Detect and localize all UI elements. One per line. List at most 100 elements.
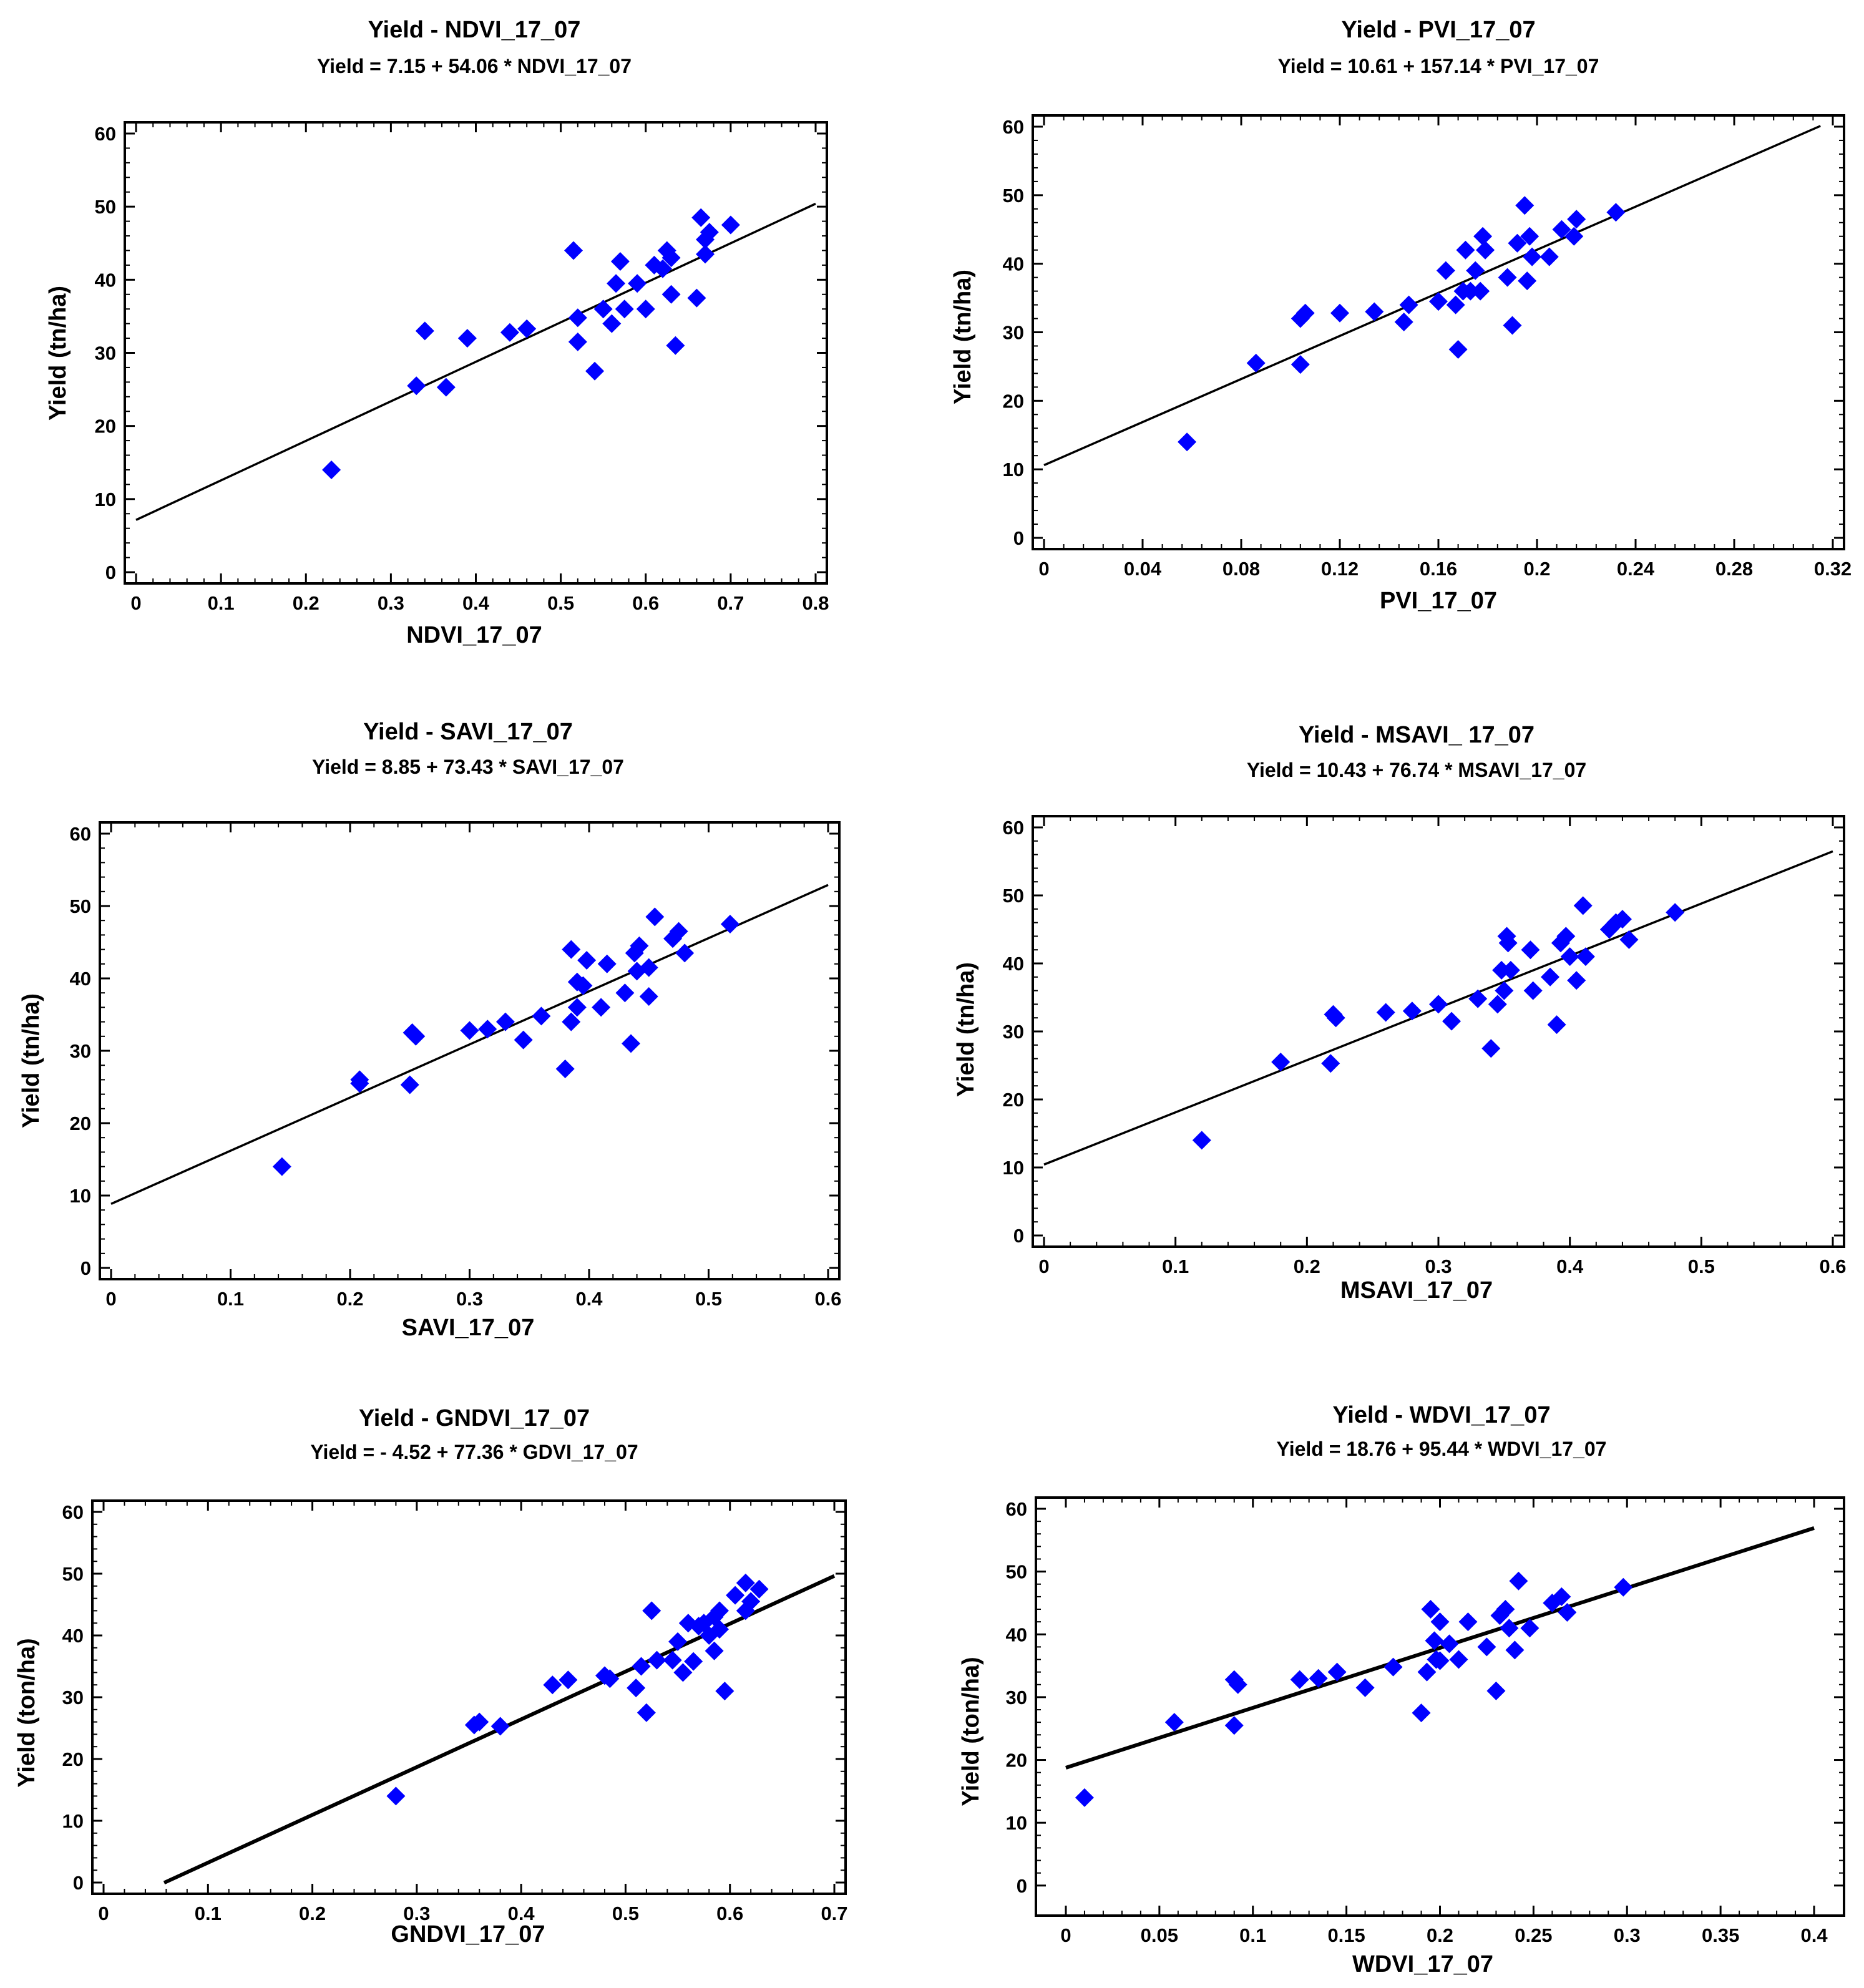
data-point <box>1290 1670 1309 1689</box>
data-point <box>592 998 611 1017</box>
y-tick-label: 10 <box>1003 1157 1024 1179</box>
data-point <box>645 907 665 927</box>
data-point <box>559 1670 578 1690</box>
data-point <box>1558 1603 1577 1622</box>
data-point <box>720 915 739 933</box>
y-axis-label: Yield (tn/ha) <box>950 270 976 404</box>
x-tick-label: 0.2 <box>336 1288 363 1310</box>
data-point <box>1321 1054 1340 1073</box>
y-tick-label: 60 <box>95 123 116 145</box>
data-point <box>1466 261 1485 280</box>
data-point <box>1430 1612 1450 1632</box>
y-tick-label: 30 <box>62 1687 84 1708</box>
data-point <box>532 1006 551 1026</box>
data-point <box>632 1657 651 1676</box>
data-point <box>1567 210 1586 229</box>
y-tick-label: 20 <box>1006 1750 1027 1771</box>
data-point <box>1614 1577 1633 1597</box>
x-tick-label: 0.3 <box>456 1288 483 1310</box>
data-point <box>500 323 519 342</box>
data-point <box>1523 247 1542 266</box>
y-tick-label: 30 <box>70 1040 91 1062</box>
x-tick-label: 0.2 <box>1523 558 1550 580</box>
x-tick-label: 0.3 <box>403 1903 430 1924</box>
x-tick-label: 0.4 <box>1556 1255 1584 1277</box>
data-point <box>593 300 613 319</box>
plot-frame <box>99 821 841 1280</box>
data-point <box>1613 910 1632 929</box>
x-tick-label: 0.2 <box>1294 1255 1320 1277</box>
chart-subtitle: Yield = 8.85 + 73.43 * SAVI_17_07 <box>312 756 624 778</box>
x-tick-label: 0.4 <box>575 1288 603 1310</box>
data-point <box>1501 960 1520 980</box>
data-point <box>1540 247 1559 266</box>
data-point <box>457 329 477 348</box>
y-tick-label: 20 <box>1003 1089 1024 1111</box>
data-point <box>639 987 658 1006</box>
y-tick-label: 10 <box>95 489 116 510</box>
data-point <box>1309 1669 1328 1688</box>
chart-subtitle: Yield = 10.43 + 76.74 * MSAVI_17_07 <box>1247 759 1586 781</box>
chart-subtitle: Yield = - 4.52 + 77.36 * GDVI_17_07 <box>310 1441 638 1463</box>
data-point <box>653 259 672 278</box>
data-point <box>666 336 685 355</box>
data-point <box>1505 1640 1525 1660</box>
data-point <box>1429 995 1448 1014</box>
y-tick-label: 10 <box>1006 1812 1027 1834</box>
data-point <box>647 1650 666 1670</box>
data-point <box>562 1012 581 1031</box>
plot-frame <box>91 1499 847 1895</box>
y-tick-label: 0 <box>1017 1875 1027 1897</box>
chart-title: Yield - PVI_17_07 <box>1341 17 1535 43</box>
data-point <box>1376 1003 1395 1022</box>
data-point <box>637 1703 656 1722</box>
data-point <box>1442 1011 1461 1031</box>
data-point <box>1075 1788 1094 1807</box>
data-point <box>1425 1631 1444 1650</box>
data-point <box>1496 1600 1515 1619</box>
y-tick-label: 0 <box>105 562 116 583</box>
y-axis-label: Yield (tn/ha) <box>18 993 44 1128</box>
x-tick-label: 0 <box>1038 558 1049 580</box>
data-point <box>1271 1053 1291 1072</box>
data-point <box>607 274 626 293</box>
y-tick-label: 60 <box>1003 116 1024 138</box>
x-tick-label: 0.24 <box>1617 558 1655 580</box>
x-tick-label: 0 <box>1060 1924 1071 1946</box>
x-tick-label: 0.3 <box>1614 1924 1641 1946</box>
data-point <box>628 274 647 293</box>
data-point <box>597 954 617 973</box>
data-point <box>1383 1657 1403 1677</box>
data-point <box>1486 1681 1506 1700</box>
data-point <box>615 300 634 319</box>
y-tick-label: 20 <box>62 1748 84 1770</box>
data-point <box>1567 971 1586 990</box>
y-tick-label: 20 <box>70 1113 91 1134</box>
data-point <box>1573 896 1593 915</box>
y-tick-label: 50 <box>1003 185 1024 207</box>
x-tick-label: 0.15 <box>1327 1924 1365 1946</box>
data-point <box>705 1641 724 1660</box>
data-point <box>517 319 537 338</box>
data-point <box>460 1021 479 1040</box>
x-tick-label: 0.6 <box>814 1288 841 1310</box>
y-tick-label: 50 <box>1003 885 1024 907</box>
data-point <box>602 314 622 333</box>
data-point <box>600 1669 620 1688</box>
data-point <box>622 1034 641 1053</box>
x-axis-label: PVI_17_07 <box>1380 588 1497 614</box>
data-point <box>1296 303 1315 323</box>
x-tick-label: 0.2 <box>293 592 320 614</box>
x-tick-label: 0.12 <box>1321 558 1359 580</box>
data-point <box>700 223 719 242</box>
data-point <box>555 1060 575 1078</box>
data-point <box>514 1030 533 1050</box>
data-point <box>1326 1008 1345 1028</box>
data-point <box>1481 1039 1501 1058</box>
chart-title: Yield - NDVI_17_07 <box>368 17 581 43</box>
chart-subtitle: Yield = 10.61 + 157.14 * PVI_17_07 <box>1278 55 1599 77</box>
data-point <box>1448 339 1468 359</box>
data-point <box>1556 927 1576 946</box>
data-point <box>1476 240 1495 260</box>
y-axis-label: Yield (tn/ha) <box>953 962 979 1097</box>
